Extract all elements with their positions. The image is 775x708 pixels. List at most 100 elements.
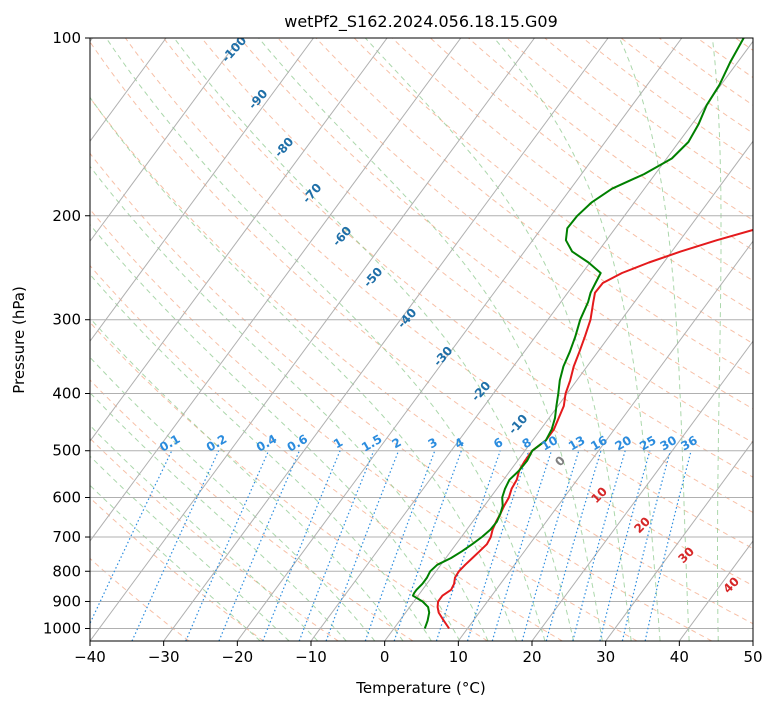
dry-adiabat-label: -70 — [300, 181, 325, 206]
dry-adiabat-line — [90, 41, 753, 587]
dry-adiabat-line — [506, 38, 753, 221]
y-tick-label: 200 — [52, 207, 81, 225]
isotherm-line — [90, 38, 167, 143]
isotherm-line — [310, 40, 753, 641]
x-tick-label: 50 — [743, 648, 762, 666]
x-axis-label: Temperature (°C) — [355, 679, 485, 697]
mixing-ratio-label: 6 — [491, 435, 505, 451]
dry-adiabat-line — [90, 557, 190, 641]
x-tick-label: 20 — [522, 648, 541, 666]
dry-adiabat-label: -80 — [272, 135, 297, 160]
dewpoint-profile-line — [411, 38, 745, 629]
moist-adiabat-line — [105, 38, 546, 641]
moist-adiabat-line — [493, 38, 661, 641]
moist-adiabat-line — [711, 38, 722, 641]
isotherm-line — [605, 440, 753, 641]
dry-adiabat-label: -60 — [330, 224, 355, 249]
mixing-ratio-label: 3 — [426, 435, 440, 451]
y-tick-label: 300 — [52, 311, 81, 329]
dry-adiabat-label: -30 — [431, 344, 456, 369]
x-tick-label: −30 — [148, 648, 180, 666]
dry-adiabat-line — [544, 38, 753, 192]
mixing-ratio-line — [491, 450, 553, 641]
isotherm-line — [384, 140, 753, 641]
dry-adiabat-line — [90, 437, 339, 641]
y-tick-label: 1000 — [43, 619, 81, 637]
moist-adiabat-line — [90, 273, 432, 641]
moist-adiabat-line — [618, 38, 690, 641]
x-tick-label: 30 — [596, 648, 615, 666]
moist-adiabat-label: 30 — [675, 544, 697, 566]
isotherm-line — [90, 38, 241, 243]
mixing-ratio-label: 1 — [331, 435, 345, 451]
mixing-ratio-line — [545, 450, 602, 641]
temperature-profile-line — [436, 228, 753, 630]
mixing-ratio-line — [185, 450, 270, 641]
mixing-ratio-line — [621, 450, 671, 641]
isotherm-line — [90, 38, 535, 641]
dry-adiabat-line — [90, 96, 753, 625]
dry-adiabat-line — [124, 38, 753, 550]
mixing-ratio-line — [572, 450, 626, 641]
dry-adiabat-line — [697, 38, 753, 79]
y-axis-label: Pressure (hPa) — [10, 286, 28, 394]
x-tick-label: 40 — [670, 648, 689, 666]
dry-adiabat-line — [90, 497, 264, 641]
dry-adiabat-line — [430, 38, 753, 282]
y-tick-label: 100 — [52, 29, 81, 47]
dry-adiabat-line — [90, 264, 563, 641]
moist-adiabat-line — [90, 392, 347, 641]
isotherm-line — [236, 38, 683, 641]
mixing-ratio-label: 4 — [452, 435, 466, 451]
y-tick-label: 500 — [52, 442, 81, 460]
dry-adiabat-line — [735, 38, 753, 51]
x-tick-label: −10 — [295, 648, 327, 666]
isotherm-line — [752, 640, 753, 641]
dry-adiabat-label: -90 — [246, 87, 271, 112]
mixing-ratio-line — [131, 450, 220, 641]
mixing-ratio-line — [466, 450, 530, 641]
y-tick-label: 900 — [52, 592, 81, 610]
isotherm-line — [90, 38, 388, 442]
mixing-ratio-line — [262, 450, 341, 641]
plot-frame — [89, 37, 754, 642]
moist-adiabat-line — [90, 223, 461, 641]
isotherm-line — [90, 38, 314, 343]
y-tick-label: 400 — [52, 385, 81, 403]
dry-adiabat-line — [353, 38, 753, 345]
x-tick-label: 0 — [380, 648, 390, 666]
mixing-ratio-line — [218, 450, 300, 641]
dry-adiabat-line — [391, 38, 753, 313]
mixing-ratio-line — [521, 450, 580, 641]
moist-adiabat-line — [90, 165, 489, 641]
y-tick-label: 700 — [52, 528, 81, 546]
moist-adiabat-line — [90, 424, 319, 641]
dry-adiabat-label: -10 — [506, 412, 531, 437]
y-tick-label: 600 — [52, 488, 81, 506]
moist-adiabat-label: 20 — [631, 514, 653, 536]
isotherm-line — [531, 340, 753, 641]
dry-adiabat-line — [90, 152, 712, 641]
mixing-ratio-line — [393, 450, 462, 641]
chart-title: wetPf2_S162.2024.056.18.15.G09 — [284, 12, 558, 32]
dry-adiabat-line — [239, 38, 753, 444]
x-tick-label: −40 — [74, 648, 106, 666]
moist-adiabat-line — [173, 38, 575, 641]
dry-adiabat-line — [277, 38, 753, 410]
mixing-ratio-line — [599, 450, 651, 641]
dry-adiabat-label: -40 — [395, 306, 420, 331]
mixing-ratio-line — [644, 450, 692, 641]
moist-adiabat-line — [258, 38, 603, 641]
moist-adiabat-label: 0 — [552, 453, 568, 469]
y-tick-label: 800 — [52, 562, 81, 580]
moist-adiabat-line — [364, 38, 632, 641]
mixing-ratio-line — [435, 450, 501, 641]
mixing-ratio-line — [90, 450, 173, 625]
moist-adiabat-line — [90, 317, 404, 641]
mixing-ratio-label: 8 — [520, 435, 534, 451]
moist-adiabat-line — [90, 356, 376, 641]
x-tick-label: 10 — [449, 648, 468, 666]
dry-adiabat-label: -20 — [469, 379, 494, 404]
x-axis: −40 −30 −20 −10 0 10 20 30 40 50 — [74, 641, 763, 666]
